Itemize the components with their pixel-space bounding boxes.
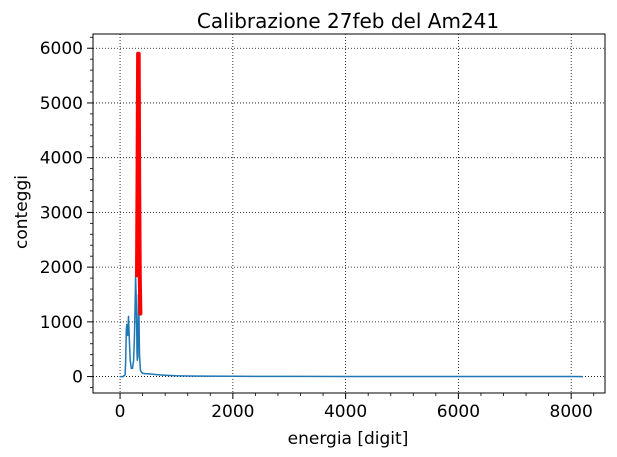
x-tick-label: 2000 xyxy=(211,402,254,422)
plot-frame xyxy=(92,33,606,394)
y-tick-label: 3000 xyxy=(40,203,83,223)
y-tick-label: 2000 xyxy=(40,258,83,278)
y-tick-label: 0 xyxy=(72,368,83,388)
chart-title: Calibrazione 27feb del Am241 xyxy=(197,9,499,33)
x-tick-label: 0 xyxy=(115,402,126,422)
plot-series xyxy=(119,51,584,378)
axis-ticks: 0 2000 4000 6000 8000 0 1000 2000 3000 4000 5000 60… xyxy=(40,36,595,422)
y-tick-label: 6000 xyxy=(40,39,83,59)
spectrum-series-line xyxy=(119,274,584,378)
fit-series-line xyxy=(135,51,143,316)
y-tick-label: 4000 xyxy=(40,149,83,169)
y-axis-label: conteggi xyxy=(12,175,32,249)
x-tick-label: 6000 xyxy=(437,402,480,422)
x-axis-label: energia [digit] xyxy=(288,429,409,449)
x-tick-label: 4000 xyxy=(324,402,367,422)
y-tick-label: 5000 xyxy=(40,94,83,114)
y-tick-label: 1000 xyxy=(40,313,83,333)
x-tick-label: 8000 xyxy=(550,402,593,422)
grid xyxy=(93,34,605,393)
